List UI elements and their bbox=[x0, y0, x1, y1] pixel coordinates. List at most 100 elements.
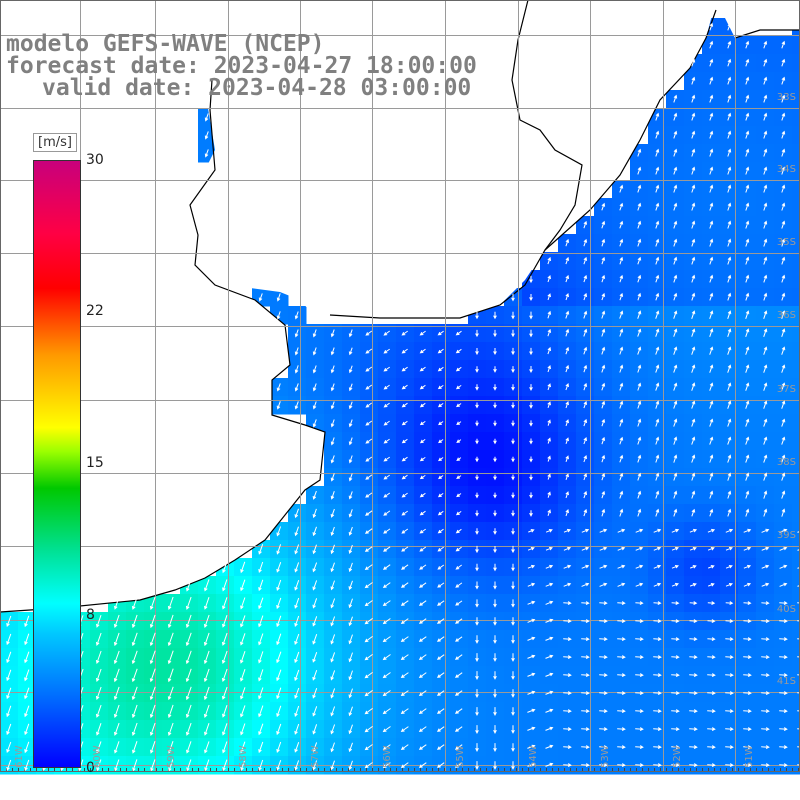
wind-arrow bbox=[673, 94, 678, 103]
wind-arrow bbox=[619, 274, 624, 283]
lat-label: 37S bbox=[776, 384, 796, 395]
wind-arrow bbox=[383, 366, 390, 372]
wind-arrow bbox=[581, 673, 590, 677]
wind-arrow bbox=[312, 742, 318, 753]
wind-arrow bbox=[797, 620, 800, 622]
wind-arrow bbox=[763, 364, 768, 373]
wind-arrow bbox=[95, 650, 102, 664]
wind-arrow bbox=[401, 420, 408, 426]
wind-arrow bbox=[382, 636, 391, 643]
wind-arrow bbox=[635, 691, 644, 695]
wind-arrow bbox=[185, 704, 192, 719]
wind-arrow bbox=[673, 508, 678, 517]
wind-arrow bbox=[330, 742, 335, 753]
wind-arrow bbox=[671, 727, 680, 731]
wind-arrow bbox=[258, 669, 264, 682]
wind-arrow bbox=[761, 619, 770, 623]
wind-arrow bbox=[511, 456, 515, 463]
wind-arrow bbox=[95, 632, 102, 647]
lat-label: 38S bbox=[776, 457, 796, 468]
wind-arrow bbox=[204, 759, 210, 772]
wind-arrow bbox=[493, 384, 497, 391]
wind-arrow bbox=[330, 473, 335, 482]
wind-arrow bbox=[673, 238, 678, 247]
wind-arrow bbox=[743, 637, 752, 641]
wind-arrow bbox=[529, 510, 533, 517]
colorbar-tick-0: 0 bbox=[86, 760, 95, 776]
wind-arrow bbox=[781, 166, 786, 175]
wind-arrow bbox=[330, 634, 336, 645]
wind-arrow bbox=[511, 474, 515, 481]
wind-arrow bbox=[204, 113, 209, 122]
wind-arrow bbox=[511, 311, 515, 320]
wind-arrow bbox=[565, 400, 569, 409]
speed-cell bbox=[792, 648, 800, 667]
wind-arrow bbox=[294, 311, 299, 320]
wind-arrow bbox=[619, 346, 624, 355]
wind-arrow bbox=[475, 456, 479, 463]
wind-arrow bbox=[276, 633, 282, 646]
coastline bbox=[0, 0, 800, 613]
wind-arrow bbox=[707, 691, 716, 695]
lon-label: 59W bbox=[166, 745, 177, 768]
wind-arrow bbox=[619, 472, 624, 481]
wind-arrow bbox=[240, 669, 246, 682]
wind-arrow bbox=[565, 274, 570, 283]
wind-arrow bbox=[565, 310, 570, 319]
wind-arrow bbox=[240, 615, 246, 628]
wind-arrow bbox=[383, 546, 391, 552]
wind-arrow bbox=[779, 745, 788, 749]
wind-arrow bbox=[689, 601, 698, 605]
wind-arrow bbox=[761, 528, 770, 533]
wind-arrow bbox=[419, 582, 427, 588]
wind-arrow bbox=[671, 673, 680, 677]
wind-arrow bbox=[493, 635, 497, 644]
wind-arrow bbox=[743, 709, 752, 713]
wind-arrow bbox=[348, 670, 353, 681]
wind-arrow bbox=[671, 763, 680, 767]
wind-arrow bbox=[779, 528, 788, 533]
wind-arrow bbox=[673, 130, 678, 139]
wind-arrow bbox=[763, 130, 768, 139]
wind-arrow bbox=[511, 635, 515, 644]
wind-arrow bbox=[475, 635, 479, 644]
wind-arrow bbox=[312, 652, 318, 663]
wind-arrow bbox=[6, 615, 12, 627]
wind-arrow bbox=[456, 421, 462, 425]
wind-arrow bbox=[382, 726, 391, 733]
wind-arrow bbox=[565, 509, 569, 517]
wind-arrow bbox=[419, 474, 426, 480]
wind-arrow bbox=[240, 597, 246, 610]
wind-arrow bbox=[348, 706, 353, 717]
wind-arrow bbox=[294, 669, 300, 682]
wind-arrow bbox=[565, 419, 569, 427]
wind-arrow bbox=[455, 564, 462, 570]
speed-cell bbox=[792, 630, 800, 649]
wind-arrow bbox=[763, 508, 768, 517]
wind-arrow bbox=[493, 725, 497, 734]
speed-cell bbox=[792, 198, 800, 217]
wind-arrow bbox=[419, 330, 426, 336]
wind-arrow bbox=[185, 722, 192, 736]
wind-arrow bbox=[653, 601, 662, 605]
wind-arrow bbox=[671, 691, 680, 695]
wind-arrow bbox=[186, 741, 192, 754]
wind-arrow bbox=[437, 510, 444, 516]
speed-cell bbox=[792, 162, 800, 181]
wind-arrow bbox=[673, 310, 678, 319]
wind-arrow bbox=[727, 40, 732, 49]
wind-arrow bbox=[456, 457, 462, 462]
wind-arrow bbox=[527, 582, 536, 587]
wind-arrow bbox=[437, 582, 445, 588]
wind-arrow bbox=[545, 582, 554, 587]
wind-arrow bbox=[113, 614, 120, 628]
wind-arrow bbox=[455, 546, 462, 552]
wind-arrow bbox=[204, 723, 210, 736]
wind-arrow bbox=[78, 759, 84, 772]
wind-arrow bbox=[167, 722, 174, 736]
wind-arrow bbox=[221, 668, 228, 682]
wind-arrow bbox=[689, 673, 698, 677]
wind-arrow bbox=[294, 615, 300, 627]
wind-arrow bbox=[599, 727, 608, 731]
wind-arrow bbox=[619, 292, 624, 301]
